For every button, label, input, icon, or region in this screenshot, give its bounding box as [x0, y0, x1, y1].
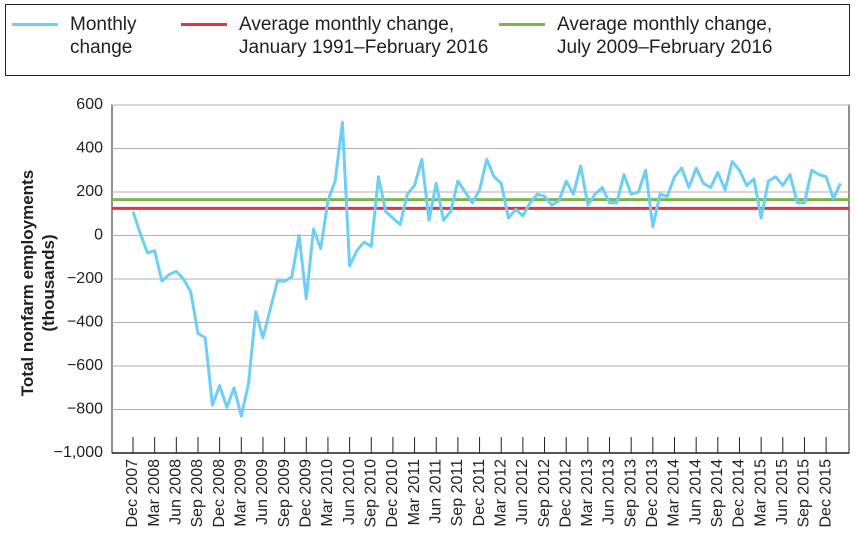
x-tick-label: Jun 2010	[341, 459, 358, 525]
y-axis-label: Total nonfarm employments (thousands)	[18, 169, 58, 397]
x-tick-label: Sep 2010	[362, 459, 379, 528]
x-tick-label: Mar 2010	[319, 459, 336, 527]
y-tick-label: −400	[67, 314, 103, 331]
legend-item: Average monthly change, January 1991–Feb…	[181, 13, 519, 59]
legend-swatch	[499, 23, 545, 26]
x-tick-label: Jun 2009	[254, 459, 271, 525]
x-tick-label: Mar 2009	[233, 459, 250, 527]
y-tick-label: −200	[67, 270, 103, 287]
legend-swatch	[12, 23, 58, 26]
legend-series: Monthly change	[70, 14, 137, 58]
x-tick-label: Sep 2011	[449, 459, 466, 526]
x-tick-label: Mar 2011	[406, 459, 423, 526]
x-tick-label: Mar 2012	[492, 459, 509, 527]
x-tick-label: Mar 2014	[666, 459, 683, 527]
x-tick-label: Mar 2013	[579, 459, 596, 527]
x-tick-label: Sep 2013	[622, 459, 639, 528]
x-tick-label: Jun 2015	[774, 459, 791, 525]
x-tick-label: Dec 2012	[557, 459, 574, 528]
legend-reference: Average monthly change, January 1991–Feb…	[239, 14, 489, 58]
legend-item: Monthly change	[12, 13, 180, 59]
legend-reference: Average monthly change, July 2009–Februa…	[557, 14, 773, 58]
x-tick-label: Dec 2014	[731, 459, 748, 528]
x-tick-label: Jun 2014	[687, 459, 704, 525]
y-tick-label: 400	[76, 140, 103, 157]
x-tick-label: Dec 2009	[297, 459, 314, 528]
x-tick-label: Sep 2015	[796, 459, 813, 528]
x-tick-label: Sep 2008	[189, 459, 206, 528]
legend-swatch	[181, 23, 227, 26]
y-tick-label: −600	[67, 357, 103, 374]
x-tick-label: Mar 2008	[146, 459, 163, 527]
x-tick-label: Jun 2008	[168, 459, 185, 525]
x-tick-label: Sep 2009	[276, 459, 293, 528]
legend: Monthly change Average monthly change, Ja…	[5, 4, 850, 76]
x-tick-label: Sep 2012	[536, 459, 553, 528]
x-tick-label: Dec 2007	[124, 459, 141, 528]
x-tick-label: Sep 2014	[709, 459, 726, 528]
y-tick-label: 0	[94, 227, 103, 244]
x-tick-label: Mar 2015	[752, 459, 769, 527]
x-tick-label: Jun 2011	[427, 459, 444, 524]
y-tick-label: −1,000	[54, 444, 103, 461]
x-tick-label: Dec 2011	[471, 459, 488, 526]
x-tick-label: Dec 2013	[644, 459, 661, 528]
y-tick-label: 200	[76, 183, 103, 200]
x-tick-label: Jun 2012	[514, 459, 531, 525]
x-tick-label: Dec 2008	[211, 459, 228, 528]
y-tick-label: 600	[76, 96, 103, 113]
y-tick-label: −800	[67, 401, 103, 418]
x-tick-label: Dec 2010	[384, 459, 401, 528]
series-line	[131, 120, 842, 418]
x-tick-label: Dec 2015	[817, 459, 834, 528]
legend-item: Average monthly change, July 2009–Februa…	[499, 13, 807, 59]
x-tick-label: Jun 2013	[601, 459, 618, 525]
